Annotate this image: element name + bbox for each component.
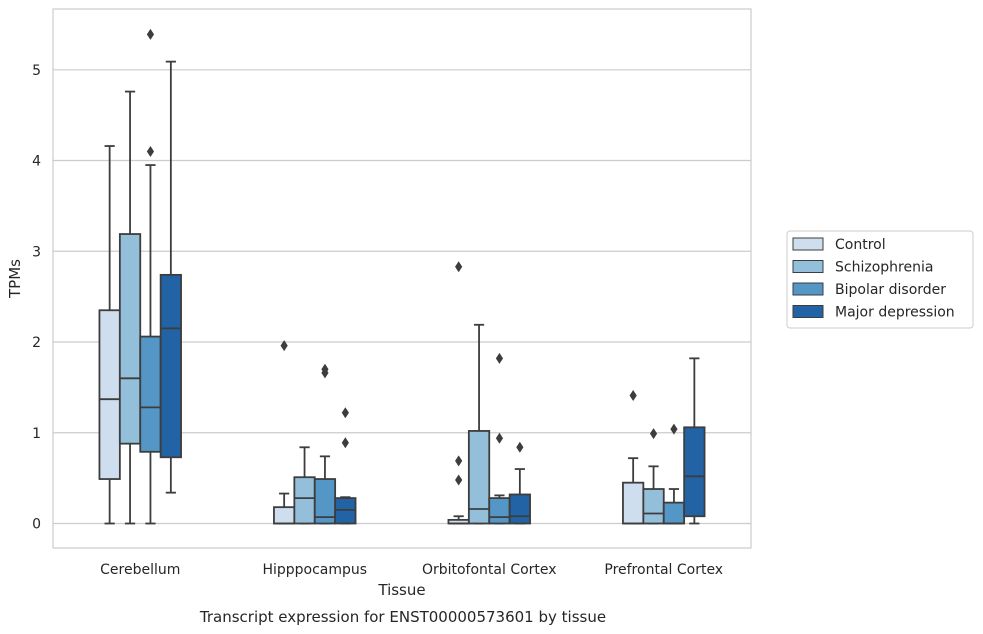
legend-swatch: [792, 282, 824, 296]
outlier-point: [280, 340, 288, 352]
y-tick-label: 3: [32, 244, 41, 260]
outlier-point: [629, 390, 637, 402]
boxplot: [159, 60, 182, 494]
boxplot: [98, 145, 121, 525]
legend-swatch: [792, 260, 824, 273]
box: [467, 430, 491, 525]
y-tick-label: 5: [32, 63, 41, 79]
boxplot: [488, 352, 511, 525]
outlier-point: [146, 28, 155, 40]
outlier-point: [455, 261, 463, 273]
box: [293, 476, 316, 525]
boxplot: [683, 357, 706, 525]
legend-item: Schizophrenia: [792, 260, 933, 276]
boxplots: [98, 28, 706, 525]
x-tick-label: Prefrontal Cortex: [604, 562, 723, 578]
y-axis-label: TPMs: [6, 259, 24, 299]
boxplot: [293, 446, 316, 525]
outlier-point: [341, 437, 349, 449]
boxplot: [273, 340, 296, 525]
boxplot: [118, 90, 142, 525]
y-tick-label: 1: [32, 426, 41, 442]
x-axis-ticks: Cerebellum Hipppocampus Orbitofontal Corte…: [100, 562, 723, 578]
outlier-point: [455, 474, 463, 486]
y-axis-ticks: 0 1 2 3 4 5: [32, 63, 41, 533]
legend-swatch: [792, 305, 824, 318]
y-tick-label: 0: [32, 517, 41, 533]
y-tick-label: 2: [32, 335, 41, 351]
y-tick-label: 4: [32, 154, 41, 170]
boxplot: [508, 441, 531, 525]
outlier-point: [455, 455, 463, 467]
box: [334, 497, 357, 525]
x-tick-label: Hipppocampus: [262, 562, 367, 578]
outlier-point: [495, 432, 504, 444]
boxplot: [139, 28, 162, 525]
boxplot: [334, 407, 357, 525]
outlier-point: [649, 428, 658, 440]
legend: Control Schizophrenia Bipolar disorder Majo…: [786, 230, 974, 329]
outlier-point: [516, 441, 524, 453]
legend-item: Control: [792, 237, 886, 253]
box: [662, 501, 686, 525]
boxplot: [622, 390, 645, 525]
legend-swatch: [792, 237, 824, 251]
legend-label: Major depression: [835, 305, 955, 321]
legend-item: Bipolar disorder: [792, 282, 946, 298]
boxplot: [447, 261, 470, 525]
legend-label: Control: [835, 237, 886, 253]
box: [118, 233, 142, 445]
chart-caption: Transcript expression for ENST0000057360…: [199, 608, 606, 626]
outlier-point: [670, 423, 678, 435]
outlier-point: [146, 145, 155, 157]
legend-label: Bipolar disorder: [835, 282, 946, 298]
boxplot: [662, 423, 686, 525]
outlier-point: [321, 363, 329, 375]
box: [622, 481, 645, 525]
box: [508, 493, 531, 525]
legend-frame: [786, 230, 974, 329]
box: [683, 426, 706, 518]
boxplot: [467, 323, 491, 525]
outlier-point: [341, 407, 349, 419]
x-tick-label: Orbitofontal Cortex: [422, 562, 557, 578]
outlier-point: [495, 352, 504, 364]
boxplot: [313, 363, 337, 525]
plot-area-frame: [52, 8, 752, 549]
legend-item: Major depression: [792, 305, 955, 321]
x-tick-label: Cerebellum: [100, 562, 180, 578]
box: [273, 506, 296, 525]
gridlines: [53, 69, 751, 525]
box: [139, 335, 162, 453]
box: [642, 488, 665, 525]
box: [488, 497, 511, 525]
x-axis-label: Tissue: [377, 581, 425, 599]
box: [98, 309, 121, 480]
legend-label: Schizophrenia: [835, 260, 933, 276]
boxplot: [642, 428, 665, 525]
box: [159, 273, 182, 459]
